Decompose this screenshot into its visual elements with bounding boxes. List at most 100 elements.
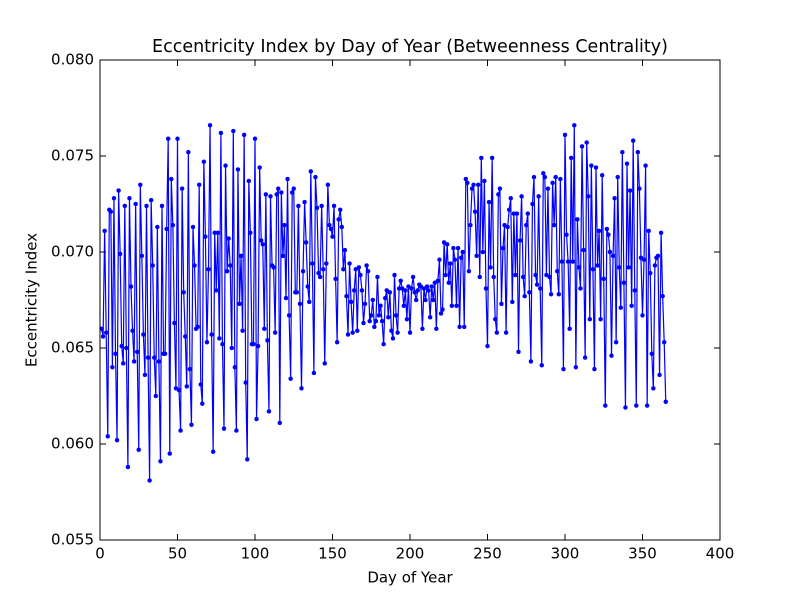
data-point	[457, 324, 462, 330]
data-point	[223, 163, 228, 168]
data-point	[443, 272, 448, 278]
x-tick-label: 350	[628, 545, 657, 563]
data-point	[573, 364, 579, 370]
data-point	[327, 222, 332, 228]
data-point	[215, 230, 221, 236]
y-tick-label: 0.070	[51, 243, 94, 261]
data-point	[170, 222, 176, 228]
data-point	[522, 293, 527, 299]
data-point	[644, 403, 650, 408]
data-point	[609, 353, 614, 358]
data-point	[542, 174, 548, 180]
data-point	[469, 186, 475, 191]
data-point	[434, 326, 439, 332]
data-point	[483, 286, 489, 291]
data-point	[513, 272, 518, 278]
data-point	[184, 384, 190, 389]
data-point	[139, 253, 145, 259]
y-tick-label: 0.080	[51, 51, 94, 69]
data-point	[162, 351, 168, 357]
data-point	[378, 303, 383, 309]
x-tick-label: 150	[318, 545, 347, 563]
data-point	[119, 343, 124, 349]
data-point	[516, 349, 521, 355]
data-point	[252, 136, 258, 141]
data-point	[370, 297, 376, 303]
data-point	[517, 238, 523, 243]
data-point	[325, 182, 331, 188]
data-point	[164, 226, 169, 232]
data-point	[359, 288, 365, 293]
data-point	[556, 291, 562, 297]
data-point	[496, 192, 501, 197]
data-point	[263, 192, 269, 197]
data-point	[238, 253, 244, 259]
data-point	[133, 201, 138, 207]
data-point	[454, 303, 459, 309]
data-point	[657, 372, 662, 378]
data-point	[351, 288, 357, 293]
data-point	[138, 182, 143, 188]
data-point	[587, 316, 593, 322]
data-point	[630, 138, 636, 143]
data-point	[590, 267, 596, 272]
data-point	[232, 364, 238, 370]
data-point	[231, 128, 236, 134]
data-point	[316, 270, 321, 276]
data-point	[330, 234, 335, 239]
y-tick-label: 0.055	[51, 531, 94, 549]
data-point	[567, 326, 572, 332]
y-tick-label: 0.065	[51, 339, 94, 357]
data-point	[369, 313, 374, 318]
data-point	[336, 217, 341, 222]
data-point	[649, 351, 655, 357]
data-point	[333, 276, 338, 282]
data-point	[175, 136, 180, 141]
data-point	[248, 230, 253, 236]
data-point	[361, 320, 366, 326]
data-point	[314, 205, 320, 211]
data-point	[389, 328, 394, 333]
data-point	[260, 242, 265, 247]
data-point	[303, 240, 309, 245]
data-point	[382, 295, 388, 301]
data-point	[578, 286, 583, 291]
data-point	[320, 267, 326, 272]
data-point	[262, 326, 267, 332]
data-point	[477, 274, 482, 280]
data-point	[555, 268, 560, 274]
data-point	[362, 301, 368, 307]
data-point	[508, 195, 513, 201]
data-point	[165, 136, 171, 141]
data-point	[584, 140, 589, 145]
data-point	[491, 274, 496, 280]
data-point	[150, 263, 155, 268]
data-point	[390, 336, 396, 341]
data-point	[350, 330, 355, 335]
data-point	[311, 370, 317, 376]
data-point	[317, 274, 323, 280]
data-point	[527, 290, 532, 295]
data-point	[100, 334, 106, 339]
data-point	[251, 341, 256, 347]
x-tick-label: 50	[168, 545, 187, 563]
data-point	[116, 188, 121, 193]
data-point	[401, 303, 407, 309]
data-point	[592, 366, 597, 372]
data-point	[607, 249, 613, 255]
data-point	[268, 194, 273, 199]
data-point	[635, 149, 641, 155]
data-point	[243, 380, 248, 385]
data-point	[246, 178, 252, 184]
data-point	[613, 339, 619, 345]
data-point	[103, 330, 109, 335]
data-point	[189, 422, 194, 428]
data-point	[623, 405, 628, 410]
data-point	[593, 165, 599, 170]
y-tick-label: 0.060	[51, 435, 94, 453]
data-point	[506, 207, 512, 213]
data-point	[392, 272, 397, 278]
data-point	[113, 351, 118, 357]
data-point	[266, 409, 272, 414]
data-point	[500, 245, 506, 251]
